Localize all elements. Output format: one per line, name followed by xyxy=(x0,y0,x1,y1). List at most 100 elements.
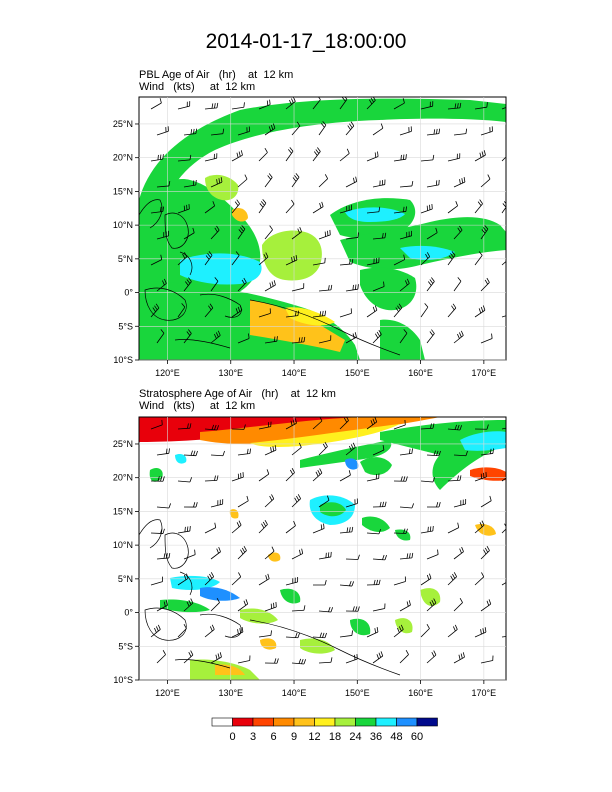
pbl-x-tick-label: 130°E xyxy=(218,368,243,378)
pbl-wind-barb xyxy=(177,303,186,318)
pbl-wind-barb xyxy=(204,102,219,110)
pbl-wind-barb xyxy=(177,252,188,266)
pbl-wind-barb xyxy=(501,106,506,110)
pbl-wind-barb xyxy=(264,173,273,188)
pbl-wind-barb xyxy=(501,156,506,162)
pbl-wind-barb xyxy=(231,251,240,266)
pbl-wind-barb xyxy=(150,303,160,318)
pbl-wind-barb xyxy=(426,227,438,240)
pbl-wind-barb xyxy=(480,126,493,136)
pbl-wind-barb xyxy=(345,176,358,188)
pbl-y-tick-label: 10°N xyxy=(113,220,133,230)
pbl-wind-barb xyxy=(480,333,493,344)
panel1-wind-label: Wind xyxy=(139,81,165,93)
pbl-wind-barb xyxy=(399,230,412,240)
pbl-wind-barb xyxy=(231,199,240,214)
pbl-wind-barb xyxy=(366,97,376,110)
pbl-wind-barb xyxy=(291,336,306,344)
pbl-wind-barb xyxy=(318,335,332,344)
pbl-wind-barb xyxy=(366,151,379,162)
pbl-wind-barb xyxy=(508,336,520,343)
pbl-wind-barb xyxy=(237,126,250,136)
pbl-wind-barb xyxy=(318,174,329,188)
pbl-wind-barb xyxy=(426,128,441,136)
pbl-wind-barb xyxy=(366,305,378,318)
panel2-field-units: (hr) xyxy=(261,388,279,400)
pbl-wind-barb xyxy=(150,206,164,214)
panel1-wind-units: (kts) xyxy=(173,81,195,93)
pbl-wind-barb xyxy=(339,148,350,162)
pbl-x-tick-label: 160°E xyxy=(408,368,433,378)
pbl-wind-barb xyxy=(258,308,271,318)
pbl-wind-barb xyxy=(399,126,412,136)
pbl-wind-barb xyxy=(156,230,169,240)
panel1-field-label: PBL Age of Air xyxy=(139,69,210,81)
pbl-wind-barb xyxy=(399,180,414,188)
pbl-wind-barb xyxy=(210,277,219,292)
panel2-field-label: Stratosphere Age of Air xyxy=(139,388,253,400)
pbl-wind-barb xyxy=(508,173,515,187)
pbl-wind-barb xyxy=(183,329,192,344)
pbl-wind-barb xyxy=(366,257,380,266)
pbl-wind-barb xyxy=(231,305,243,318)
pbl-axis-ticks: 120°E 130°E 140°E 150°E 160°E 170°E 25°N 20°N 15… xyxy=(113,119,496,378)
pbl-wind-barb xyxy=(393,206,407,214)
pbl-wind-barb xyxy=(339,308,352,318)
pbl-wind-barb xyxy=(183,179,197,188)
pbl-wind-barb xyxy=(204,153,218,162)
pbl-wind-barb xyxy=(264,225,273,240)
pbl-wind-barbs xyxy=(150,97,520,344)
pbl-x-tick-label: 150°E xyxy=(345,368,370,378)
pbl-wind-barb xyxy=(183,128,198,136)
pbl-wind-barb xyxy=(231,102,245,110)
pbl-wind-barb xyxy=(366,206,381,214)
panel1-field-units: (hr) xyxy=(218,69,236,81)
pbl-wind-barb xyxy=(480,277,490,292)
pbl-wind-barb xyxy=(372,329,382,344)
pbl-wind-barb xyxy=(508,226,516,239)
panel2-wind-units: (kts) xyxy=(173,400,195,412)
pbl-fill-layer xyxy=(139,98,506,360)
pbl-wind-barb xyxy=(156,180,171,188)
pbl-wind-barb xyxy=(291,226,302,240)
pbl-wind-barb xyxy=(426,277,435,292)
pbl-wind-barb xyxy=(420,154,435,162)
pbl-wind-barb xyxy=(453,330,464,344)
pbl-wind-barb xyxy=(447,303,457,318)
pbl-wind-barb xyxy=(447,201,458,214)
pbl-wind-barb xyxy=(453,277,462,292)
pbl-wind-barb xyxy=(372,179,386,188)
pbl-wind-barb xyxy=(426,329,435,344)
pbl-y-tick-label: 20°N xyxy=(113,153,133,163)
pbl-wind-barb xyxy=(339,97,348,110)
pbl-wind-barb xyxy=(345,121,355,136)
pbl-wind-barb xyxy=(156,126,169,136)
pbl-wind-barb xyxy=(264,123,276,136)
pbl-wind-barb xyxy=(318,284,333,292)
pbl-wind-barb xyxy=(231,150,243,162)
pbl-wind-barb xyxy=(474,102,488,110)
pbl-wind-barb xyxy=(150,254,163,266)
pbl-wind-barb xyxy=(345,284,359,292)
pbl-wind-barb xyxy=(285,147,294,162)
pbl-wind-barb xyxy=(501,260,506,266)
pbl-wind-barb xyxy=(372,123,384,136)
pbl-wind-barb xyxy=(393,303,403,318)
pbl-wind-barb xyxy=(285,310,300,318)
panel1-wind-level: at 12 km xyxy=(209,81,256,93)
pbl-wind-barb xyxy=(339,204,352,214)
pbl-wind-barb xyxy=(210,177,223,188)
pbl-wind-barb xyxy=(501,315,506,318)
pbl-wind-barb xyxy=(291,283,305,292)
pbl-wind-barb xyxy=(399,278,410,292)
pbl-wind-barb xyxy=(474,150,486,162)
panel2-field-level: at 12 km xyxy=(290,388,336,400)
pbl-wind-barb xyxy=(312,201,324,214)
pbl-wind-barb xyxy=(285,255,298,266)
pbl-wind-barb xyxy=(372,281,385,292)
pbl-wind-barb xyxy=(474,199,483,214)
pbl-wind-barb xyxy=(264,336,278,344)
pbl-y-tick-label: 0° xyxy=(124,288,133,298)
pbl-x-tick-label: 120°E xyxy=(155,368,180,378)
